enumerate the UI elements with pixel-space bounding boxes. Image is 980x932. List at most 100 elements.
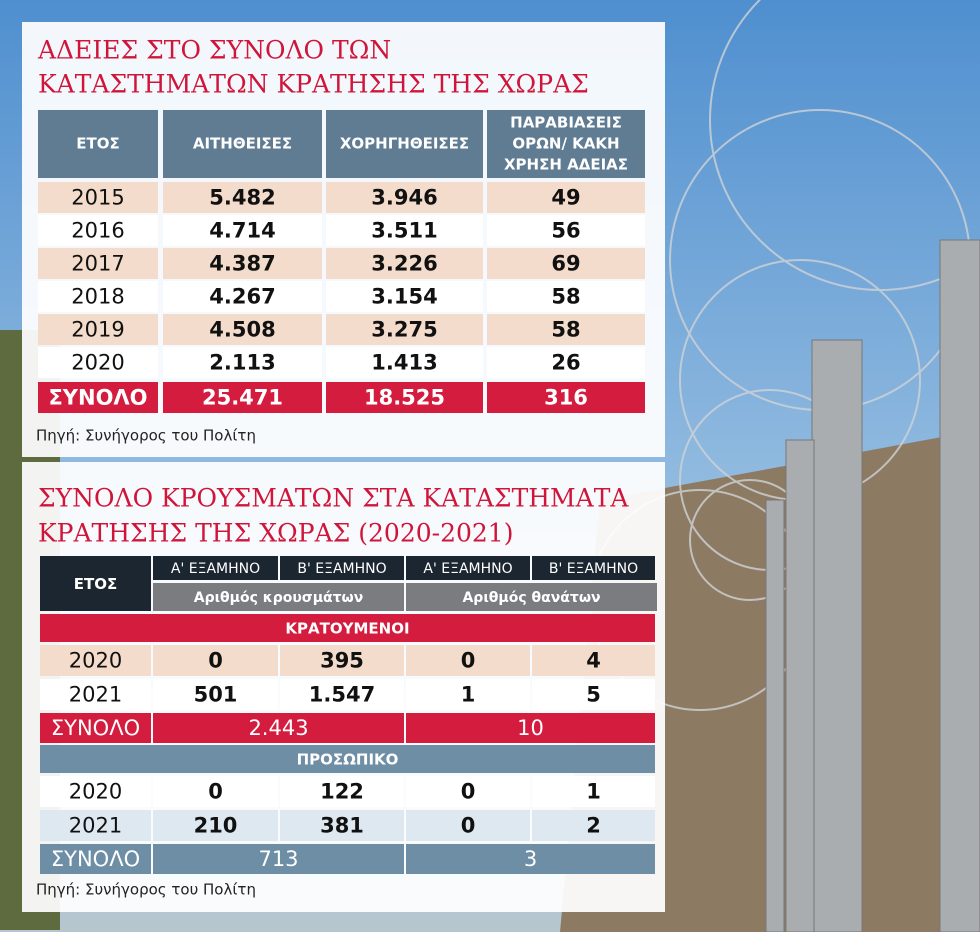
cell: 4.387 bbox=[209, 252, 275, 276]
cell: 2020 bbox=[71, 351, 124, 375]
cell: ΠΡΟΣΩΠΙΚΟ bbox=[297, 751, 399, 769]
cell: 2015 bbox=[71, 186, 124, 210]
cell: 0 bbox=[461, 649, 476, 673]
header: ΠΑΡΑΒΙΑΣΕΙΣ bbox=[510, 114, 622, 132]
title: ΣΥΝΟΛΟ ΚΡΟΥΣΜΑΤΩΝ ΣΤΑ ΚΑΤΑΣΤΗΜΑΤΑ bbox=[38, 484, 629, 513]
cell-bg bbox=[406, 713, 655, 743]
header: ΧΡΗΣΗ ΑΔΕΙΑΣ bbox=[504, 156, 628, 174]
cell-bg bbox=[532, 556, 655, 580]
cell-bg bbox=[38, 281, 158, 312]
cell: 0 bbox=[461, 780, 476, 804]
cell-bg bbox=[487, 314, 645, 345]
cell-bg bbox=[163, 182, 322, 213]
cell-bg bbox=[153, 556, 278, 580]
cell-bg bbox=[280, 556, 404, 580]
cell: 2.443 bbox=[248, 716, 308, 740]
cell: 4.714 bbox=[209, 219, 275, 243]
header: ΧΟΡΗΓΗΘΕΙΣΕΣ bbox=[340, 135, 469, 153]
cell: 381 bbox=[320, 814, 364, 838]
cell: 122 bbox=[320, 780, 364, 804]
cell-bg bbox=[163, 314, 322, 345]
cell-bg bbox=[38, 110, 158, 178]
cell: 2020 bbox=[69, 649, 122, 673]
cell: 316 bbox=[544, 386, 588, 410]
cell: ΚΡΑΤΟΥΜΕΝΟΙ bbox=[285, 620, 409, 638]
cell: 5 bbox=[586, 683, 601, 707]
cell-bg bbox=[38, 314, 158, 345]
cell-bg bbox=[38, 347, 158, 378]
cell-bg bbox=[280, 776, 404, 807]
cell: 1.547 bbox=[309, 683, 375, 707]
cell-bg bbox=[406, 645, 530, 676]
cell: 18.525 bbox=[364, 386, 445, 410]
cell: Β' ΕΞΑΜΗΝΟ bbox=[549, 561, 638, 577]
cell: 3.511 bbox=[371, 219, 437, 243]
cell-bg bbox=[406, 583, 657, 611]
cell: 2021 bbox=[69, 814, 122, 838]
cell-bg bbox=[163, 248, 322, 279]
header: ΕΤΟΣ bbox=[76, 135, 119, 153]
cell-bg bbox=[163, 347, 322, 378]
cell: 49 bbox=[551, 186, 580, 210]
cell: 210 bbox=[194, 814, 238, 838]
cell: Αριθμός κρουσμάτων bbox=[194, 590, 364, 606]
cell: 2020 bbox=[69, 780, 122, 804]
cell: 1 bbox=[586, 780, 601, 804]
header: ΑΙΤΗΘΕΙΣΕΣ bbox=[193, 135, 292, 153]
cell: 0 bbox=[208, 649, 223, 673]
cell: 1.413 bbox=[371, 351, 437, 375]
cell-bg bbox=[406, 776, 530, 807]
cell-bg bbox=[163, 382, 322, 413]
cell-bg bbox=[38, 248, 158, 279]
cell: 395 bbox=[320, 649, 364, 673]
cell-bg bbox=[326, 110, 483, 178]
cell-bg bbox=[487, 182, 645, 213]
cell-bg bbox=[487, 281, 645, 312]
cell: 4.508 bbox=[209, 318, 275, 342]
cell: 2016 bbox=[71, 219, 124, 243]
cell: 0 bbox=[461, 814, 476, 838]
cell-bg bbox=[40, 679, 151, 710]
cell-bg bbox=[40, 776, 151, 807]
cell-bg bbox=[326, 182, 483, 213]
title: ΚΑΤΑΣΤΗΜΑΤΩΝ ΚΡΑΤΗΣΗΣ ΤΗΣ ΧΩΡΑΣ bbox=[38, 70, 589, 99]
cell: 3.226 bbox=[371, 252, 437, 276]
cell: 58 bbox=[551, 285, 580, 309]
cell: Αριθμός θανάτων bbox=[462, 590, 600, 606]
cell-bg bbox=[487, 347, 645, 378]
cell-bg bbox=[153, 645, 278, 676]
cell: ΣΥΝΟΛΟ bbox=[51, 716, 140, 740]
cell-bg bbox=[153, 679, 278, 710]
cell-bg bbox=[326, 281, 483, 312]
cell: 3.275 bbox=[371, 318, 437, 342]
cell-bg bbox=[326, 382, 483, 413]
cell-bg bbox=[153, 810, 278, 841]
cell: 58 bbox=[551, 318, 580, 342]
cell-bg bbox=[153, 776, 278, 807]
title: ΑΔΕΙΕΣ ΣΤΟ ΣΥΝΟΛΟ ΤΩΝ bbox=[37, 36, 391, 65]
title: ΚΡΑΤΗΣΗΣ ΤΗΣ ΧΩΡΑΣ (2020-2021) bbox=[38, 519, 513, 548]
cell: 2 bbox=[586, 814, 601, 838]
cell-bg bbox=[153, 713, 404, 743]
cell-bg bbox=[326, 347, 483, 378]
cell: 26 bbox=[551, 351, 580, 375]
cell: Α' ΕΞΑΜΗΝΟ bbox=[423, 561, 512, 577]
cell-bg bbox=[487, 382, 645, 413]
cell-bg bbox=[406, 810, 530, 841]
cell-bg bbox=[40, 645, 151, 676]
cell-bg bbox=[532, 679, 655, 710]
cell-bg bbox=[487, 215, 645, 246]
cell: 2021 bbox=[69, 683, 122, 707]
cell-bg bbox=[280, 810, 404, 841]
cell: 1 bbox=[461, 683, 476, 707]
cell-bg bbox=[38, 182, 158, 213]
cell-bg bbox=[40, 745, 655, 773]
cell-bg bbox=[406, 679, 530, 710]
cell-bg bbox=[532, 645, 655, 676]
cell: 2018 bbox=[71, 285, 124, 309]
cell: 3 bbox=[524, 847, 537, 871]
cell-bg bbox=[326, 314, 483, 345]
cell-bg bbox=[487, 248, 645, 279]
cell-bg bbox=[38, 382, 158, 413]
